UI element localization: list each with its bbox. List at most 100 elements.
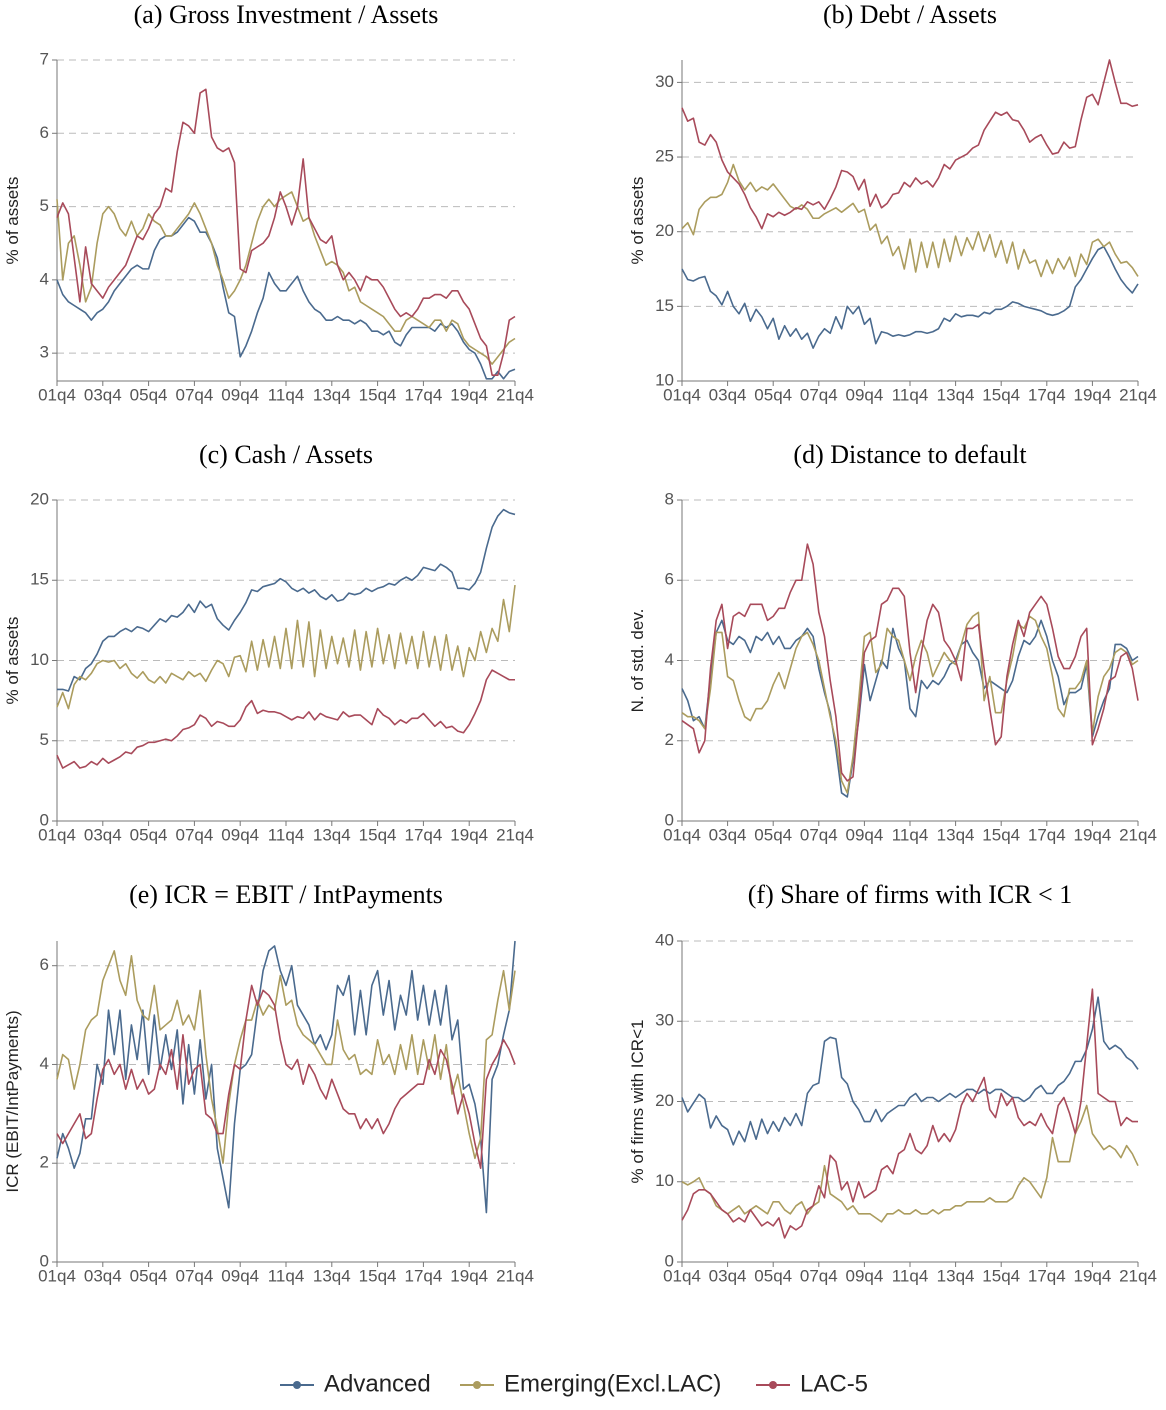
series-line (56, 940, 516, 1214)
series-line (56, 584, 516, 710)
x-tick-label: 11q4 (892, 1266, 929, 1285)
x-tick-label: 19q4 (450, 385, 488, 404)
series-line (681, 996, 1139, 1146)
x-tick-label: 13q4 (937, 385, 975, 404)
series-line (56, 950, 516, 1165)
legend-label: Emerging(Excl.LAC) (504, 1370, 721, 1397)
x-tick-label: 13q4 (313, 825, 351, 844)
x-tick-label: 15q4 (359, 825, 397, 844)
x-tick-label: 19q4 (1073, 825, 1111, 844)
y-tick-label: 20 (30, 489, 49, 508)
chart-title: (b) Debt / Assets (823, 0, 997, 29)
y-tick-label: 4 (40, 269, 49, 288)
y-tick-label: 6 (665, 570, 674, 589)
x-tick-label: 11q4 (268, 385, 305, 404)
x-tick-label: 09q4 (221, 825, 259, 844)
x-tick-label: 13q4 (313, 1266, 351, 1285)
x-tick-label: 21q4 (1119, 825, 1157, 844)
x-tick-label: 19q4 (1073, 1266, 1111, 1285)
series-line (56, 984, 516, 1169)
legend-label: LAC-5 (800, 1370, 868, 1397)
y-tick-label: 0 (665, 810, 674, 829)
x-tick-label: 07q4 (175, 1266, 213, 1285)
x-tick-label: 21q4 (496, 385, 534, 404)
y-tick-label: 30 (655, 72, 674, 91)
x-tick-label: 09q4 (221, 385, 259, 404)
x-tick-label: 15q4 (982, 825, 1020, 844)
y-tick-label: 5 (40, 730, 49, 749)
x-tick-label: 03q4 (709, 1266, 747, 1285)
y-tick-label: 0 (665, 1251, 674, 1270)
chart-title: (c) Cash / Assets (199, 440, 373, 469)
x-tick-label: 03q4 (84, 1266, 122, 1285)
y-tick-label: 5 (40, 196, 49, 215)
y-axis-label: % of firms with ICR<1 (628, 1020, 647, 1184)
x-tick-label: 19q4 (450, 825, 488, 844)
x-tick-label: 07q4 (175, 825, 213, 844)
x-tick-label: 17q4 (404, 385, 442, 404)
series-line (681, 245, 1139, 349)
y-tick-label: 10 (655, 370, 674, 389)
x-tick-label: 21q4 (1119, 385, 1157, 404)
series-line (56, 216, 516, 380)
x-tick-label: 09q4 (845, 825, 883, 844)
y-tick-label: 7 (40, 49, 49, 68)
x-tick-label: 21q4 (1119, 1266, 1157, 1285)
y-tick-label: 4 (665, 650, 674, 669)
x-tick-label: 01q4 (38, 385, 76, 404)
y-tick-label: 15 (655, 296, 674, 315)
y-tick-label: 0 (40, 810, 49, 829)
x-tick-label: 07q4 (800, 1266, 838, 1285)
legend-label: Advanced (324, 1370, 431, 1397)
x-tick-label: 17q4 (404, 1266, 442, 1285)
x-tick-label: 05q4 (130, 1266, 168, 1285)
series-line (681, 543, 1139, 782)
x-tick-label: 13q4 (313, 385, 351, 404)
series-line (681, 1104, 1139, 1223)
chart-title: (f) Share of firms with ICR < 1 (748, 880, 1072, 909)
y-tick-label: 4 (40, 1054, 49, 1073)
x-tick-label: 07q4 (800, 385, 838, 404)
x-tick-label: 15q4 (982, 385, 1020, 404)
x-tick-label: 03q4 (709, 825, 747, 844)
x-tick-label: 19q4 (450, 1266, 488, 1285)
x-tick-label: 01q4 (663, 385, 701, 404)
x-tick-label: 13q4 (937, 1266, 975, 1285)
series-line (681, 163, 1139, 278)
y-axis-label: % of assets (3, 177, 22, 265)
series-line (56, 669, 515, 769)
x-tick-label: 11q4 (268, 825, 305, 844)
x-tick-label: 05q4 (754, 1266, 792, 1285)
x-tick-label: 05q4 (130, 825, 168, 844)
chart-title: (d) Distance to default (793, 440, 1027, 469)
series-line (681, 59, 1139, 230)
y-tick-label: 40 (655, 930, 674, 949)
x-tick-label: 15q4 (359, 385, 397, 404)
x-tick-label: 03q4 (84, 825, 122, 844)
y-tick-label: 2 (40, 1153, 49, 1172)
series-line (56, 88, 516, 376)
series-line (681, 611, 1139, 794)
x-tick-label: 03q4 (84, 385, 122, 404)
y-tick-label: 20 (655, 1091, 674, 1110)
x-tick-label: 05q4 (754, 825, 792, 844)
y-tick-label: 3 (40, 343, 49, 362)
x-tick-label: 11q4 (892, 385, 929, 404)
series-line (681, 619, 1139, 798)
x-tick-label: 15q4 (982, 1266, 1020, 1285)
y-tick-label: 0 (40, 1251, 49, 1270)
x-tick-label: 11q4 (268, 1266, 305, 1285)
y-tick-label: 10 (30, 650, 49, 669)
x-tick-label: 07q4 (800, 825, 838, 844)
y-tick-label: 20 (655, 221, 674, 240)
chart-title: (e) ICR = EBIT / IntPayments (129, 880, 443, 909)
y-tick-label: 15 (30, 570, 49, 589)
x-tick-label: 09q4 (221, 1266, 259, 1285)
x-tick-label: 05q4 (130, 385, 168, 404)
series-line (681, 988, 1138, 1239)
y-tick-label: 6 (40, 955, 49, 974)
x-tick-label: 03q4 (709, 385, 747, 404)
legend-marker (473, 1381, 481, 1389)
x-tick-label: 21q4 (496, 825, 534, 844)
